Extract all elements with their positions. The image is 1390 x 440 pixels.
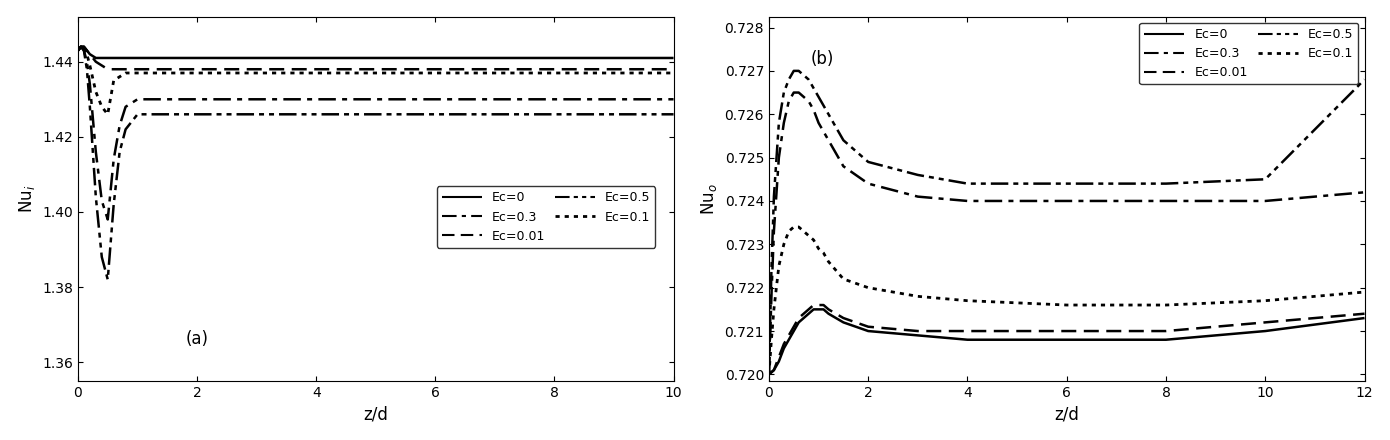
Text: (b): (b) bbox=[810, 50, 834, 68]
X-axis label: z/d: z/d bbox=[363, 405, 388, 423]
Legend: Ec=0, Ec=0.3, Ec=0.01, Ec=0.5, Ec=0.1: Ec=0, Ec=0.3, Ec=0.01, Ec=0.5, Ec=0.1 bbox=[436, 186, 655, 248]
Y-axis label: Nu$_o$: Nu$_o$ bbox=[699, 183, 719, 215]
Text: (a): (a) bbox=[185, 330, 208, 348]
Y-axis label: Nu$_i$: Nu$_i$ bbox=[17, 185, 36, 213]
Legend: Ec=0, Ec=0.3, Ec=0.01, Ec=0.5, Ec=0.1: Ec=0, Ec=0.3, Ec=0.01, Ec=0.5, Ec=0.1 bbox=[1140, 23, 1358, 84]
X-axis label: z/d: z/d bbox=[1054, 405, 1079, 423]
